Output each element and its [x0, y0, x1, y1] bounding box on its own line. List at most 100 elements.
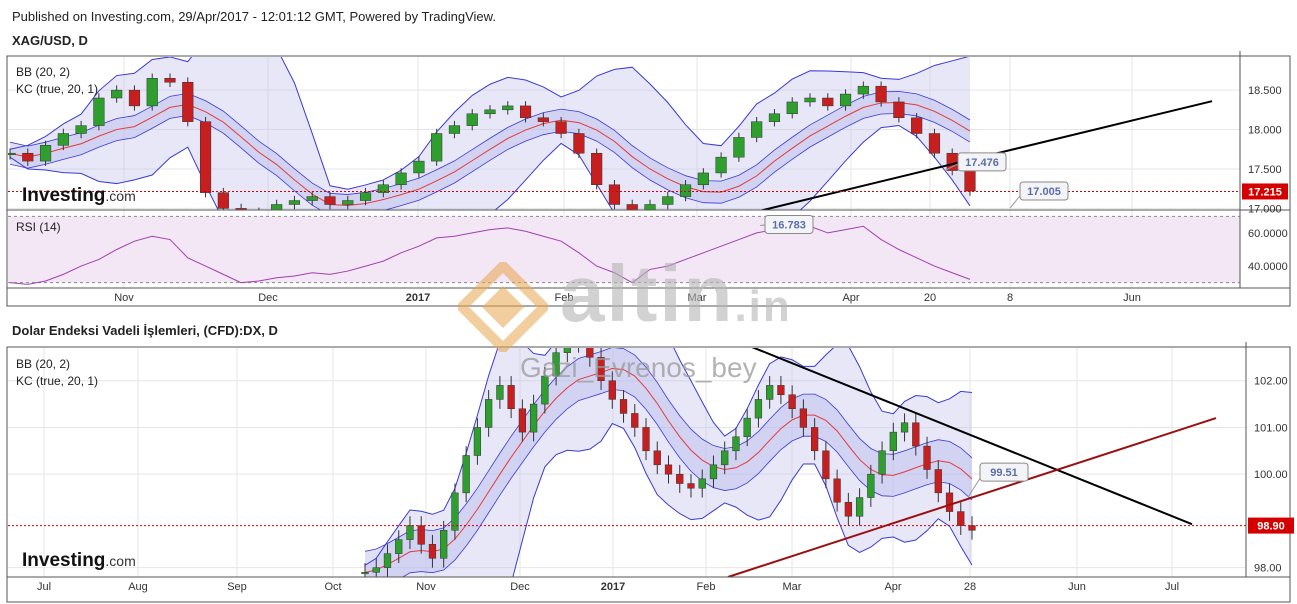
candle — [361, 572, 369, 575]
price-tick-label: 18.000 — [1248, 125, 1282, 137]
candle — [766, 385, 774, 400]
candle — [146, 78, 158, 107]
candle — [644, 204, 656, 210]
candle — [811, 427, 819, 452]
candle — [448, 125, 461, 134]
time-tick-label: Jun — [1068, 581, 1086, 593]
callout-box — [1019, 181, 1069, 201]
bollinger-upper-line — [9, 57, 969, 190]
candle — [586, 348, 594, 358]
candle — [957, 511, 965, 526]
time-tick-label: Oct — [324, 581, 341, 593]
time-tick-label: Nov — [416, 581, 436, 593]
time-tick-label: Apr — [884, 581, 901, 593]
candle — [697, 172, 709, 186]
candle — [75, 125, 87, 134]
xagusd-chart[interactable]: 60.0000 40.0000 16.783 17.476 17.005 18.500 1… — [0, 50, 1297, 350]
rsi-band-area — [8, 216, 1240, 283]
rsi-tick-label: 60.0000 — [1248, 228, 1288, 240]
candle — [428, 544, 437, 559]
candle — [709, 464, 718, 480]
candle — [653, 450, 661, 466]
candle — [93, 97, 105, 126]
dx-chart[interactable]: 99.51 102.00 101.00 100.00 98.00 98.90 Jul Aug S… — [0, 340, 1297, 604]
candle — [788, 394, 796, 410]
time-tick-label: 2017 — [406, 292, 430, 304]
candle — [777, 385, 785, 395]
keltner-channel-area — [10, 91, 970, 210]
current-price-label: 98.90 — [1257, 521, 1285, 533]
candle — [786, 101, 798, 115]
candle — [608, 380, 616, 400]
time-tick-label: Nov — [114, 292, 134, 304]
candle — [804, 97, 816, 103]
candle — [946, 152, 958, 171]
candle — [575, 340, 582, 343]
bollinger-lower-line — [9, 124, 971, 210]
candle — [484, 109, 496, 115]
callout-box — [764, 215, 814, 235]
candle — [383, 553, 392, 568]
candle — [822, 97, 834, 107]
chart2-indicator-kc: KC (true, 20, 1) — [16, 374, 98, 388]
trendline-support — [727, 417, 1217, 577]
candle — [182, 81, 194, 122]
current-price-label: 17.215 — [1248, 186, 1282, 198]
time-tick-label: Jul — [1165, 581, 1179, 593]
candle — [928, 133, 941, 154]
candle — [912, 422, 920, 447]
rsi-tick-label: 40.0000 — [1248, 261, 1288, 273]
callout-box — [957, 152, 1007, 172]
bollinger-band-area — [10, 57, 970, 210]
candle — [271, 204, 283, 210]
candle — [324, 196, 336, 205]
candle — [664, 464, 673, 475]
time-tick-label: 2017 — [601, 581, 625, 593]
candle — [833, 478, 841, 503]
chart1-investing-logo: Investing.com — [22, 185, 136, 206]
candle — [875, 85, 887, 103]
candle — [878, 450, 886, 475]
price-tick-label: 101.00 — [1254, 422, 1288, 434]
candle — [395, 172, 407, 186]
price-tick-label: 17.000 — [1248, 203, 1282, 215]
keltner-upper-line — [364, 348, 973, 552]
candle — [964, 170, 976, 192]
callout-box — [979, 462, 1029, 482]
candle — [57, 133, 69, 146]
candle — [608, 184, 621, 205]
candle — [502, 105, 514, 111]
candle — [563, 348, 571, 353]
candle — [39, 145, 52, 162]
published-caption: Published on Investing.com, 29/Apr/2017 … — [12, 9, 496, 24]
candle — [519, 105, 532, 118]
price-tick-label: 17.500 — [1248, 164, 1282, 176]
price-tick-label: 98.00 — [1254, 563, 1282, 575]
candle — [631, 413, 639, 428]
watermark-brand: altin.in — [560, 249, 792, 338]
price-tick-label: 100.00 — [1254, 469, 1288, 481]
time-tick-label: Jun — [1123, 292, 1141, 304]
time-tick-label: Aug — [128, 581, 148, 593]
candle — [164, 78, 176, 83]
candle — [911, 117, 923, 134]
candle — [679, 184, 692, 197]
time-tick-label: Feb — [697, 581, 716, 593]
candle — [662, 196, 674, 205]
keltner-channel-area — [365, 348, 972, 577]
candle — [844, 501, 852, 517]
candle — [573, 133, 585, 154]
candle — [715, 156, 727, 174]
candle — [721, 450, 729, 466]
time-tick-label: Dec — [510, 581, 530, 593]
candle — [8, 152, 16, 156]
candle — [743, 417, 751, 438]
candle — [413, 160, 425, 174]
candle — [732, 436, 740, 452]
candle — [111, 89, 123, 99]
candle — [555, 121, 567, 134]
candle — [751, 121, 763, 138]
candle — [768, 113, 781, 122]
chart1-indicator-kc: KC (true, 20, 1) — [16, 82, 98, 96]
candle — [462, 455, 470, 494]
